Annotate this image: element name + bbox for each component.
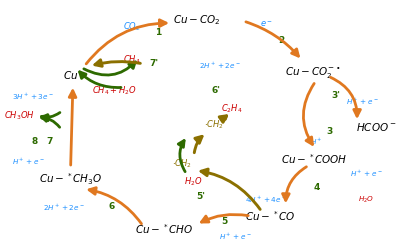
Text: $e^-$: $e^-$ — [260, 19, 273, 29]
Text: 5': 5' — [196, 192, 205, 201]
Text: 6': 6' — [211, 86, 220, 95]
Text: 6: 6 — [108, 202, 114, 211]
Text: $H^+ + e^-$: $H^+ + e^-$ — [219, 231, 252, 242]
Text: $CO_2$: $CO_2$ — [123, 20, 140, 33]
Text: 2: 2 — [279, 36, 285, 45]
Text: $Cu-^*CH_3O$: $Cu-^*CH_3O$ — [39, 171, 102, 187]
Text: $H^+ + e^-$: $H^+ + e^-$ — [350, 169, 383, 179]
Text: $\cdot CH_2$: $\cdot CH_2$ — [172, 158, 192, 170]
Text: 1: 1 — [155, 28, 162, 37]
Text: $Cu-CO_2^{-\bullet}$: $Cu-CO_2^{-\bullet}$ — [285, 65, 340, 80]
Text: $3H^+ + 3e^-$: $3H^+ + 3e^-$ — [12, 92, 53, 102]
Text: $H_2O$: $H_2O$ — [358, 195, 375, 205]
Text: 8: 8 — [31, 137, 38, 146]
Text: $Cu-^*COOH$: $Cu-^*COOH$ — [281, 152, 348, 166]
Text: $HCOO^-$: $HCOO^-$ — [356, 121, 397, 133]
Text: 3: 3 — [327, 127, 333, 136]
Text: $Cu-CO_2$: $Cu-CO_2$ — [173, 14, 221, 27]
Text: $H^+ + e^-$: $H^+ + e^-$ — [346, 97, 379, 107]
Text: 5: 5 — [221, 217, 227, 226]
Text: 7': 7' — [149, 59, 158, 67]
Text: $Cu-$: $Cu-$ — [63, 69, 88, 81]
Text: $\cdot CH_2$: $\cdot CH_2$ — [204, 118, 224, 131]
Text: $H^+$: $H^+$ — [310, 137, 323, 147]
Text: $Cu-^*CHO$: $Cu-^*CHO$ — [135, 222, 193, 236]
Text: $H_2O$: $H_2O$ — [184, 175, 202, 188]
Text: $2H^+ + 2e^-$: $2H^+ + 2e^-$ — [199, 61, 241, 71]
Text: $C_2H_4$: $C_2H_4$ — [221, 102, 242, 115]
Text: $CH_4+H_2O$: $CH_4+H_2O$ — [92, 85, 137, 97]
Text: 3': 3' — [331, 91, 340, 100]
Text: $4H^+ + 4e^-$: $4H^+ + 4e^-$ — [246, 195, 287, 205]
Text: 4: 4 — [313, 183, 320, 192]
Text: $Cu-^*CO$: $Cu-^*CO$ — [245, 209, 296, 223]
Text: $CH_4$: $CH_4$ — [123, 54, 140, 66]
Text: $CH_3OH$: $CH_3OH$ — [4, 110, 34, 122]
Text: $H^+ + e^-$: $H^+ + e^-$ — [12, 157, 44, 167]
Text: $2H^+ + 2e^-$: $2H^+ + 2e^-$ — [43, 202, 85, 213]
Text: 7: 7 — [47, 137, 53, 146]
